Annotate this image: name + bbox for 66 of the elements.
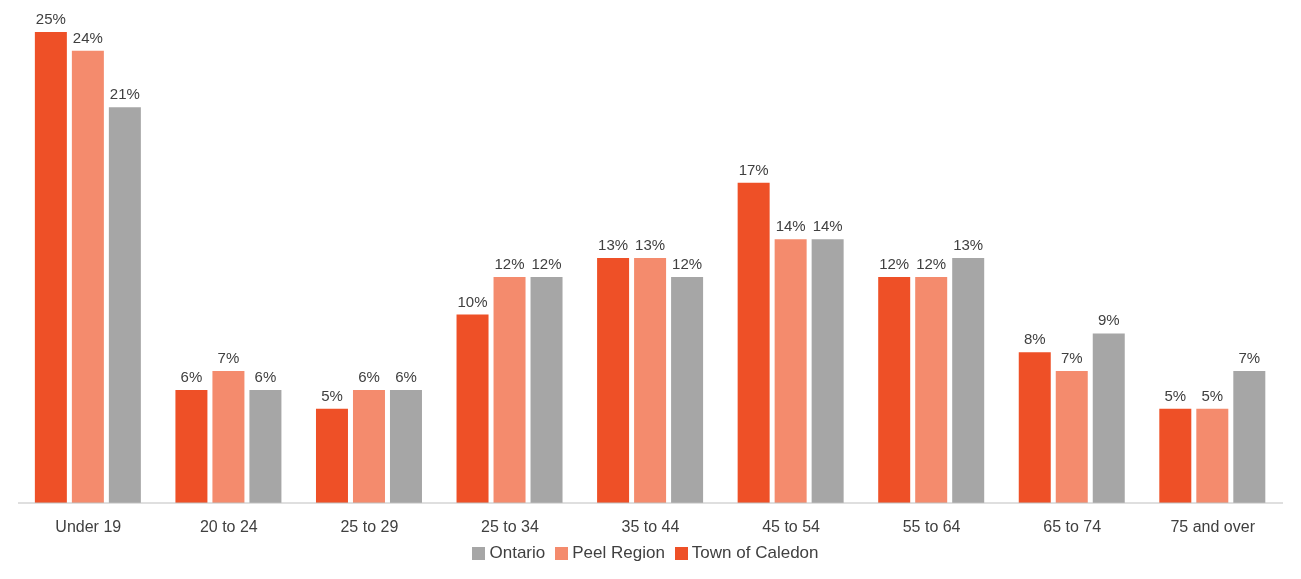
data-label: 21% <box>109 85 140 103</box>
data-label: 14% <box>775 217 806 235</box>
bar <box>811 239 844 503</box>
data-label: 5% <box>321 386 343 404</box>
x-tick-label: 55 to 64 <box>902 518 961 536</box>
data-label: 7% <box>217 349 240 367</box>
bar <box>634 258 667 503</box>
bar <box>493 276 526 503</box>
x-tick-label: 35 to 44 <box>621 518 680 536</box>
data-label: 6% <box>358 367 380 385</box>
data-label: 9% <box>1097 311 1120 329</box>
legend-label: Town of Caledon <box>691 543 819 562</box>
bar <box>71 50 104 503</box>
bar <box>315 408 348 503</box>
bar <box>737 182 770 503</box>
data-label: 12% <box>494 254 525 272</box>
data-label: 13% <box>635 236 666 254</box>
data-label: 6% <box>180 367 203 385</box>
bar <box>456 314 489 503</box>
bar <box>175 389 208 503</box>
bar <box>212 371 245 503</box>
data-label: 12% <box>916 254 947 272</box>
data-label: 5% <box>1201 386 1224 404</box>
bar <box>1159 408 1192 503</box>
data-label: 12% <box>672 254 703 272</box>
data-label: 13% <box>598 236 629 254</box>
bar <box>597 258 630 503</box>
data-label: 17% <box>738 160 769 178</box>
bar <box>389 389 422 503</box>
bar <box>530 276 563 503</box>
bar <box>1233 371 1266 503</box>
bar <box>108 107 141 503</box>
bar <box>952 258 985 503</box>
bar <box>915 276 948 503</box>
bar <box>1196 408 1229 503</box>
bar <box>671 276 704 503</box>
data-label: 12% <box>531 254 562 272</box>
data-label: 10% <box>457 292 488 310</box>
bar <box>1018 352 1051 503</box>
bar <box>774 239 807 503</box>
data-label: 13% <box>953 236 984 254</box>
x-tick-label: 25 to 29 <box>340 518 399 536</box>
data-label: 6% <box>254 367 277 385</box>
legend-label: Peel Region <box>572 543 665 562</box>
x-tick-label: 20 to 24 <box>199 518 258 536</box>
x-tick-label: 45 to 54 <box>762 518 821 536</box>
data-label: 12% <box>879 254 910 272</box>
bar <box>878 276 911 503</box>
bar <box>1092 333 1125 503</box>
data-label: 6% <box>395 367 417 385</box>
bar <box>249 389 282 503</box>
x-tick-label: 25 to 34 <box>481 518 539 536</box>
data-label: 7% <box>1238 349 1261 367</box>
data-label: 24% <box>72 28 103 46</box>
bar <box>352 389 385 503</box>
data-label: 7% <box>1060 349 1083 367</box>
data-label: 8% <box>1023 330 1046 348</box>
x-tick-label: 75 and over <box>1170 518 1256 536</box>
bar <box>34 32 67 503</box>
legend-label: Ontario <box>489 543 546 562</box>
data-label: 14% <box>812 217 843 235</box>
x-tick-label: Under 19 <box>55 518 122 536</box>
data-label: 25% <box>35 10 66 27</box>
x-tick-label: 65 to 74 <box>1043 518 1102 536</box>
bar <box>1055 371 1088 503</box>
data-label: 5% <box>1164 386 1187 404</box>
